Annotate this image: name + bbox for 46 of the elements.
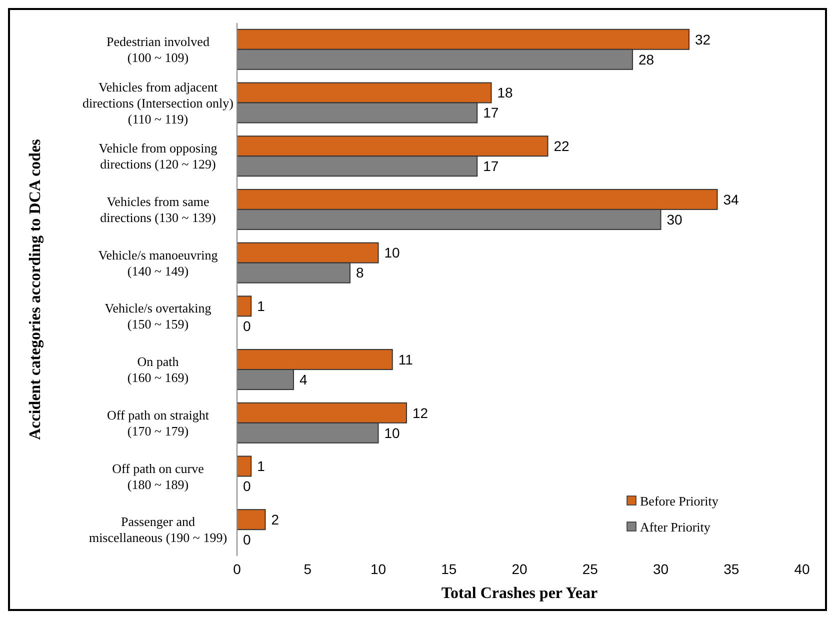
x-tick-label: 5: [304, 561, 312, 577]
x-tick-label: 15: [441, 561, 457, 577]
data-label: 1: [257, 458, 266, 474]
bar: [236, 509, 266, 530]
data-label: 2: [271, 511, 280, 528]
bar: [236, 296, 252, 317]
y-tick-label: Vehicles from same directions (130 ~ 139): [100, 194, 216, 226]
bar: [236, 456, 252, 477]
data-label: 10: [384, 424, 400, 441]
x-axis-title: Total Crashes per Year: [441, 585, 598, 602]
legend-label: Before Priority: [640, 494, 719, 509]
data-label: 11: [398, 351, 414, 368]
y-tick-label: Vehicle/s manoeuvring (140 ~ 149): [98, 247, 218, 278]
y-tick-label: Passenger and miscellaneous (190 ~ 199): [88, 514, 228, 546]
data-label: 17: [483, 104, 499, 121]
data-label: 18: [497, 84, 514, 101]
legend-label: After Priority: [640, 520, 711, 535]
data-label: 0: [243, 318, 251, 334]
data-label: 32: [695, 31, 711, 48]
data-label: 17: [483, 158, 499, 174]
data-label: 22: [554, 138, 570, 154]
data-label: 10: [384, 244, 400, 261]
y-tick-label: On path (160 ~ 169): [127, 354, 189, 386]
y-tick-label: Vehicle/s overtaking (150 ~ 159): [104, 300, 212, 332]
data-label: 0: [243, 531, 251, 548]
data-label: 12: [412, 404, 428, 421]
data-label: 8: [356, 264, 364, 281]
x-tick-label: 10: [370, 561, 386, 577]
y-tick-label: Pedestrian involved (100 ~ 109): [106, 34, 210, 65]
data-label: 34: [723, 191, 740, 208]
y-tick-label: Vehicle from opposing directions (120 ~ 129): [98, 140, 218, 172]
data-label: 0: [243, 478, 251, 494]
x-tick-label: 30: [652, 561, 669, 577]
y-tick-label: Off path on straight (170 ~ 179): [107, 407, 210, 438]
data-label: 28: [638, 51, 654, 68]
y-tick-label: Vehicles from adjacent directions (Intersection only) (110 ~ 119): [82, 79, 234, 126]
x-tick-label: 40: [794, 561, 810, 577]
y-tick-label: Off path on curve (180 ~ 189): [112, 460, 204, 492]
x-tick-label: 20: [512, 561, 528, 577]
x-tick-label: 35: [724, 561, 740, 577]
x-tick-label: 25: [582, 561, 598, 577]
data-label: 4: [300, 371, 308, 388]
data-label: 30: [666, 211, 683, 228]
y-axis-title: Accident categories according to DCA codes: [27, 139, 44, 440]
x-tick-label: 0: [233, 561, 242, 577]
data-label: 1: [257, 298, 266, 314]
